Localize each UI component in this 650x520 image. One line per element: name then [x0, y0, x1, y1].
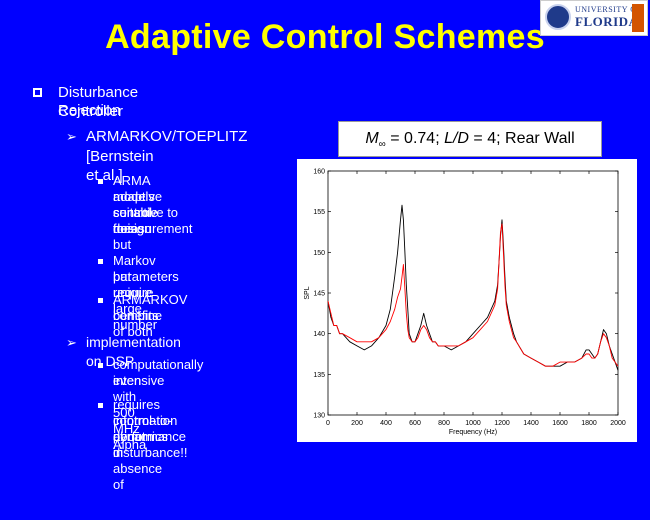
bullet-text: but require large number: [113, 269, 158, 332]
x-tick-label: 200: [351, 420, 363, 427]
x-tick-label: 0: [326, 420, 330, 427]
bullet-text: disturbance!!: [113, 445, 188, 460]
square-dot-bullet-icon: [98, 298, 103, 303]
bullet-text: benefits of both: [113, 308, 159, 339]
bullet-text: noise: [113, 221, 145, 236]
bullet-list: Disturbance Rejection Controller ➢ ARMAR…: [0, 0, 320, 520]
series-line-2: [327, 223, 619, 367]
bullet-text: adaptive control design but: [113, 189, 163, 252]
x-tick-label: 1400: [523, 420, 539, 427]
y-tick-label: 140: [313, 331, 325, 338]
bullet-text: control-to-performance: [113, 413, 186, 444]
x-tick-label: 2000: [610, 420, 626, 427]
bullet-text: [Bernstein et al.]: [86, 148, 154, 184]
bullet-text: computationally intensive: [113, 357, 204, 388]
x-tick-label: 1000: [465, 420, 481, 427]
mach-subscript: ∞: [378, 139, 386, 151]
arrow-bullet-icon: ➢: [66, 129, 77, 144]
x-tick-label: 400: [380, 420, 392, 427]
x-tick-label: 600: [409, 420, 421, 427]
square-dot-bullet-icon: [98, 259, 103, 264]
logo-text-line1: UNIVERSITY OF: [575, 5, 642, 14]
y-tick-label: 135: [313, 372, 325, 379]
x-tick-label: 1800: [581, 420, 597, 427]
square-dot-bullet-icon: [98, 403, 103, 408]
bullet-text: Controller: [58, 103, 124, 120]
y-tick-label: 145: [313, 291, 325, 298]
y-tick-label: 160: [313, 169, 325, 176]
bullet-text: ARMARKOV combine: [113, 292, 188, 323]
spl-chart-svg: 0 200 400 600 800 1000 1200 1400 1600 1800 2000 130…: [304, 169, 626, 437]
square-dot-bullet-icon: [98, 363, 103, 368]
arrow-bullet-icon: ➢: [66, 335, 77, 350]
bullet-text: even with 500 MHz Alpha: [113, 373, 147, 452]
y-tick-label: 155: [313, 209, 325, 216]
plot-frame: [327, 170, 619, 416]
x-tick-label: 800: [438, 420, 450, 427]
spl-chart: 0 200 400 600 800 1000 1200 1400 1600 1800 2000 130…: [297, 159, 637, 442]
bullet-text: dynamics in absence of: [113, 429, 168, 492]
bullet-text: Markov parameters unique: [113, 253, 179, 300]
bullet-text: sensitive to measurement: [113, 205, 193, 236]
x-axis-label: Frequency (Hz): [449, 429, 497, 436]
square-bullet-icon: [33, 88, 42, 97]
university-seal-icon: [545, 4, 571, 30]
x-tick-label: 1200: [494, 420, 510, 427]
bullet-text: requires information about: [113, 397, 178, 444]
bullet-text: Disturbance Rejection: [58, 84, 139, 119]
mach-symbol: M: [365, 130, 379, 147]
chart-caption-box: M∞ = 0.74; L/D = 4; Rear Wall: [338, 121, 602, 157]
mach-value: = 0.74;: [385, 130, 445, 147]
logo-text-line2: FLORIDA: [575, 14, 639, 29]
logo-badge-icon: [632, 4, 644, 32]
ld-value: = 4; Rear Wall: [468, 130, 575, 147]
y-tick-label: 130: [313, 413, 325, 420]
slide-title: Adaptive Control Schemes: [105, 18, 545, 56]
y-axis-label: SPL: [304, 286, 311, 299]
university-logo: UNIVERSITY OF FLORIDA: [540, 0, 648, 36]
bullet-text: ARMARKOV/TOEPLITZ: [86, 128, 248, 145]
y-tick-label: 150: [313, 250, 325, 257]
square-dot-bullet-icon: [98, 179, 103, 184]
ld-symbol: L/D: [444, 130, 469, 147]
bullet-text: ARMA models suitable for: [113, 173, 158, 236]
x-tick-label: 1600: [552, 420, 568, 427]
